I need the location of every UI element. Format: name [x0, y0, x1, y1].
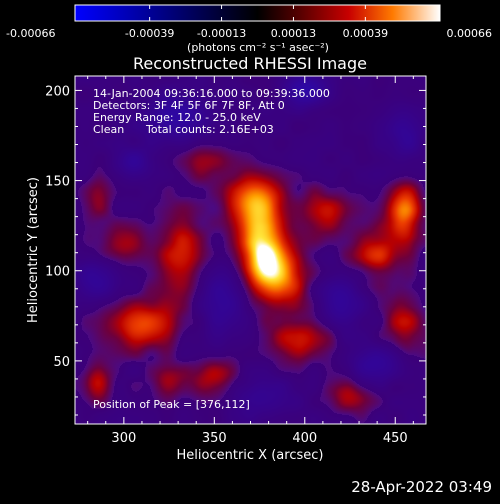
colorbar-tick-label: -0.00013 — [197, 27, 246, 40]
annotation-energy-range: Energy Range: 12.0 - 25.0 keV — [93, 111, 261, 124]
x-tick-label: 300 — [111, 431, 136, 446]
annotation-time-range: 14-Jan-2004 09:36:16.000 to 09:39:36.000 — [93, 87, 330, 100]
y-tick-label: 50 — [53, 355, 70, 370]
y-tick-label: 150 — [45, 175, 70, 190]
y-tick-label: 200 — [45, 84, 70, 99]
x-axis-label: Heliocentric X (arcsec) — [177, 448, 324, 463]
image-container — [75, 76, 426, 424]
annotation-detectors: Detectors: 3F 4F 5F 6F 7F 8F, Att 0 — [93, 99, 285, 112]
colorbar-tick-label: 0.00039 — [343, 27, 389, 40]
colorbar-tick-label: 0.00066 — [447, 27, 493, 40]
colorbar — [74, 4, 441, 22]
colorbar-ticks: -0.00066 -0.00039 -0.00013 0.00013 0.00039 0.… — [6, 5, 492, 40]
annotation-clean: Clean — [93, 123, 124, 136]
axes: 300 350 400 450 50 100 150 200 — [45, 76, 426, 446]
timestamp: 28-Apr-2022 03:49 — [351, 478, 492, 496]
y-tick-label: 100 — [45, 265, 70, 280]
colorbar-tick-label: -0.00066 — [6, 27, 55, 40]
colorbar-units-label: (photons cm⁻² s⁻¹ asec⁻²) — [187, 41, 329, 54]
colorbar-tick-label: -0.00039 — [125, 27, 174, 40]
colorbar-tick-label: 0.00013 — [271, 27, 317, 40]
x-tick-label: 400 — [292, 431, 317, 446]
y-axis-label: Heliocentric Y (arcsec) — [26, 177, 41, 323]
heatmap-image — [75, 76, 426, 424]
chart-title: Reconstructed RHESSI Image — [133, 54, 367, 73]
x-tick-label: 450 — [383, 431, 408, 446]
annotation-peak-position: Position of Peak = [376,112] — [93, 398, 250, 411]
annotation-total-counts: Total counts: 2.16E+03 — [145, 123, 274, 136]
x-tick-label: 350 — [202, 431, 227, 446]
